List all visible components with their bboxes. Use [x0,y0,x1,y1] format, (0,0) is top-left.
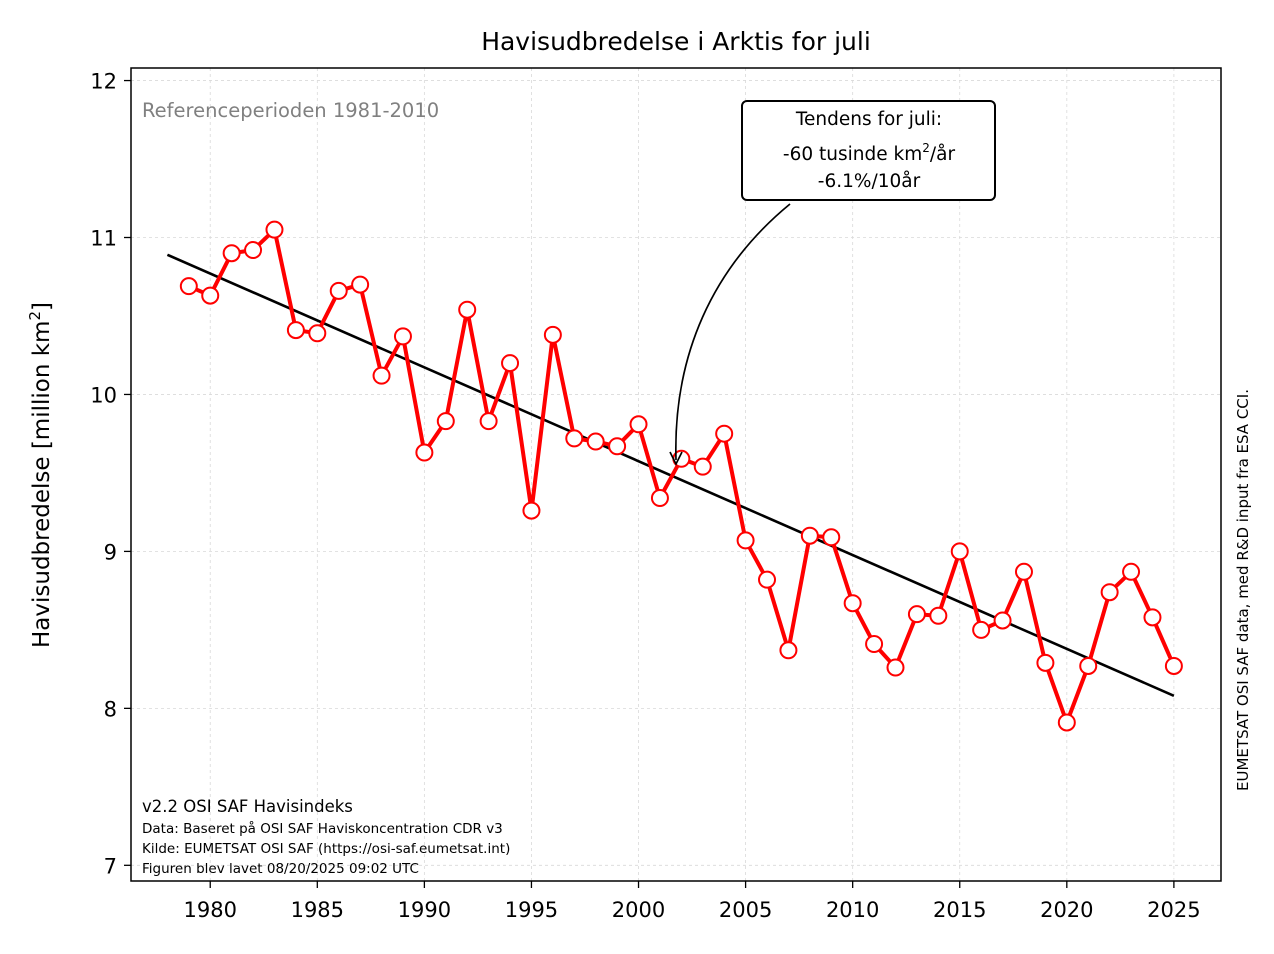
data-point [329,281,348,300]
data-point [972,620,991,639]
data-point [351,275,370,294]
x-tick-label: 1990 [398,898,451,922]
data-point [393,327,412,346]
annotation-line2: -60 tusinde km2/år [783,141,956,165]
footer-data: Data: Baseret på OSI SAF Haviskoncentrat… [142,820,503,837]
data-point [265,220,284,239]
x-tick-label: 2000 [612,898,665,922]
data-point [736,531,755,550]
x-tick-label: 1985 [291,898,344,922]
data-point [929,606,948,625]
y-tick-label: 12 [90,70,117,94]
data-point [308,324,327,343]
x-tick-label: 2015 [933,898,986,922]
x-tick-label: 2020 [1040,898,1093,922]
annotation-box [741,100,996,201]
side-note: EUMETSAT OSI SAF data, med R&D input fra… [1234,389,1252,791]
x-tick-label: 2005 [719,898,772,922]
data-point [800,526,819,545]
data-point [201,286,220,305]
data-point [608,437,627,456]
annotation-line3: -6.1%/10år [818,171,921,192]
annotation-arrow [675,203,791,461]
x-tick-label: 2025 [1147,898,1200,922]
data-point [1122,562,1141,581]
y-tick-label: 8 [104,697,117,721]
x-tick-label: 1995 [505,898,558,922]
data-points [179,220,1183,732]
data-point [501,354,520,373]
data-point [715,424,734,443]
data-point [779,641,798,660]
annotation-arrowhead [669,451,683,466]
annotation-line1: Tendens for juli: [795,109,942,130]
data-point [372,366,391,385]
x-tick-label: 2010 [826,898,879,922]
data-point [1100,583,1119,602]
data-point [1036,653,1055,672]
data-point [286,321,305,340]
y-axis-label: Havisudbredelse [million km2] [26,302,55,648]
footer-created: Figuren blev lavet 08/20/2025 09:02 UTC [142,861,419,877]
plot-frame [130,67,1222,882]
chart-title: Havisudbredelse i Arktis for juli [481,27,871,56]
data-point [886,658,905,677]
data-point [758,570,777,589]
data-point [650,489,669,508]
x-axis: 1980 1985 1990 1995 2000 2005 2010 2015 2020 2025 [184,881,1201,922]
data-point [1079,656,1098,675]
data-point [865,635,884,654]
data-point [950,542,969,561]
data-point [822,528,841,547]
y-tick-label: 7 [104,854,117,878]
data-point [244,241,263,260]
data-point [843,594,862,613]
series-line [187,227,1176,725]
data-point [222,244,241,263]
data-point [907,605,926,624]
y-tick-label: 10 [90,383,117,407]
data-point [1057,713,1076,732]
data-point [1014,562,1033,581]
data-point [458,300,477,319]
footer-source: Kilde: EUMETSAT OSI SAF (https://osi-saf… [142,841,510,857]
data-point [993,611,1012,630]
data-point [436,412,455,431]
y-tick-label: 11 [90,227,117,251]
data-point [1164,656,1183,675]
data-point [565,429,584,448]
data-point [522,501,541,520]
y-tick-label: 9 [104,540,117,564]
data-point [479,412,498,431]
footer-version: v2.2 OSI SAF Havisindeks [142,797,353,816]
data-point [179,277,198,296]
grid [131,68,1221,881]
data-point [629,415,648,434]
data-point [543,325,562,344]
data-point [693,457,712,476]
y-axis: 7 8 9 10 11 12 [90,70,131,878]
data-point [1143,608,1162,627]
reference-period-label: Referenceperioden 1981-2010 [142,99,439,122]
data-point [415,443,434,462]
data-point [586,432,605,451]
x-tick-label: 1980 [184,898,237,922]
